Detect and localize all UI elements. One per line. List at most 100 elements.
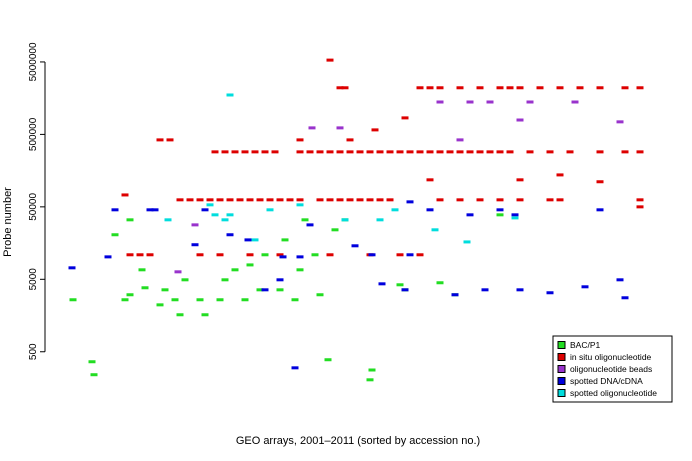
point <box>396 253 404 257</box>
point <box>216 253 224 257</box>
point <box>196 298 204 302</box>
y-tick-label: 5000 <box>28 268 39 291</box>
point <box>456 138 464 142</box>
point <box>391 208 399 212</box>
point <box>256 198 264 202</box>
point <box>621 86 629 90</box>
point <box>456 198 464 202</box>
point <box>326 253 334 257</box>
point <box>90 373 98 377</box>
point <box>526 150 534 154</box>
point <box>416 86 424 90</box>
point <box>466 150 474 154</box>
point <box>496 150 504 154</box>
point <box>308 126 316 130</box>
point <box>291 366 299 370</box>
point <box>346 138 354 142</box>
point <box>246 198 254 202</box>
point <box>546 291 554 295</box>
point <box>126 293 134 297</box>
point <box>486 100 494 104</box>
point <box>151 208 159 212</box>
point <box>436 150 444 154</box>
point <box>426 178 434 182</box>
point <box>111 233 119 237</box>
point <box>371 128 379 132</box>
point <box>326 198 334 202</box>
point <box>316 150 324 154</box>
point <box>206 203 214 207</box>
point <box>481 288 489 292</box>
point <box>191 223 199 227</box>
point <box>476 150 484 154</box>
point <box>171 298 179 302</box>
point <box>341 218 349 222</box>
point <box>346 198 354 202</box>
point <box>261 288 269 292</box>
point <box>406 150 414 154</box>
point <box>436 100 444 104</box>
point <box>576 86 584 90</box>
point <box>336 198 344 202</box>
point <box>636 86 644 90</box>
point <box>506 150 514 154</box>
point <box>161 288 169 292</box>
legend-box <box>552 335 673 403</box>
point <box>246 263 254 267</box>
legend-swatch <box>557 341 566 349</box>
point <box>111 208 119 212</box>
point <box>324 358 332 362</box>
point <box>166 138 174 142</box>
point <box>496 86 504 90</box>
point <box>126 218 134 222</box>
point <box>506 86 514 90</box>
point <box>276 278 284 282</box>
point <box>406 253 414 257</box>
point <box>231 268 239 272</box>
point <box>141 286 149 290</box>
point <box>386 150 394 154</box>
point <box>636 150 644 154</box>
point <box>126 253 134 257</box>
point <box>346 150 354 154</box>
legend-label: spotted DNA/cDNA <box>570 376 643 386</box>
point <box>376 198 384 202</box>
point <box>416 253 424 257</box>
point <box>316 198 324 202</box>
point <box>146 253 154 257</box>
point <box>616 278 624 282</box>
point <box>436 198 444 202</box>
point <box>366 150 374 154</box>
point <box>426 208 434 212</box>
point <box>256 288 264 292</box>
point <box>456 86 464 90</box>
point <box>466 213 474 217</box>
legend-swatch <box>557 365 566 373</box>
point <box>336 150 344 154</box>
point <box>261 150 269 154</box>
point <box>286 198 294 202</box>
point <box>596 86 604 90</box>
point <box>296 203 304 207</box>
point <box>596 150 604 154</box>
point <box>276 253 284 257</box>
point <box>276 288 284 292</box>
point <box>226 233 234 237</box>
point <box>226 198 234 202</box>
point <box>341 86 349 90</box>
point <box>186 198 194 202</box>
legend-label: in situ oligonucleotide <box>570 352 652 362</box>
point <box>316 293 324 297</box>
legend-swatch <box>557 377 566 385</box>
point <box>281 238 289 242</box>
point <box>456 150 464 154</box>
point <box>451 293 459 297</box>
point <box>156 138 164 142</box>
point <box>516 118 524 122</box>
point <box>216 298 224 302</box>
point <box>296 138 304 142</box>
point <box>216 198 224 202</box>
point <box>486 150 494 154</box>
point <box>121 193 129 197</box>
legend-label: BAC/P1 <box>570 340 601 350</box>
